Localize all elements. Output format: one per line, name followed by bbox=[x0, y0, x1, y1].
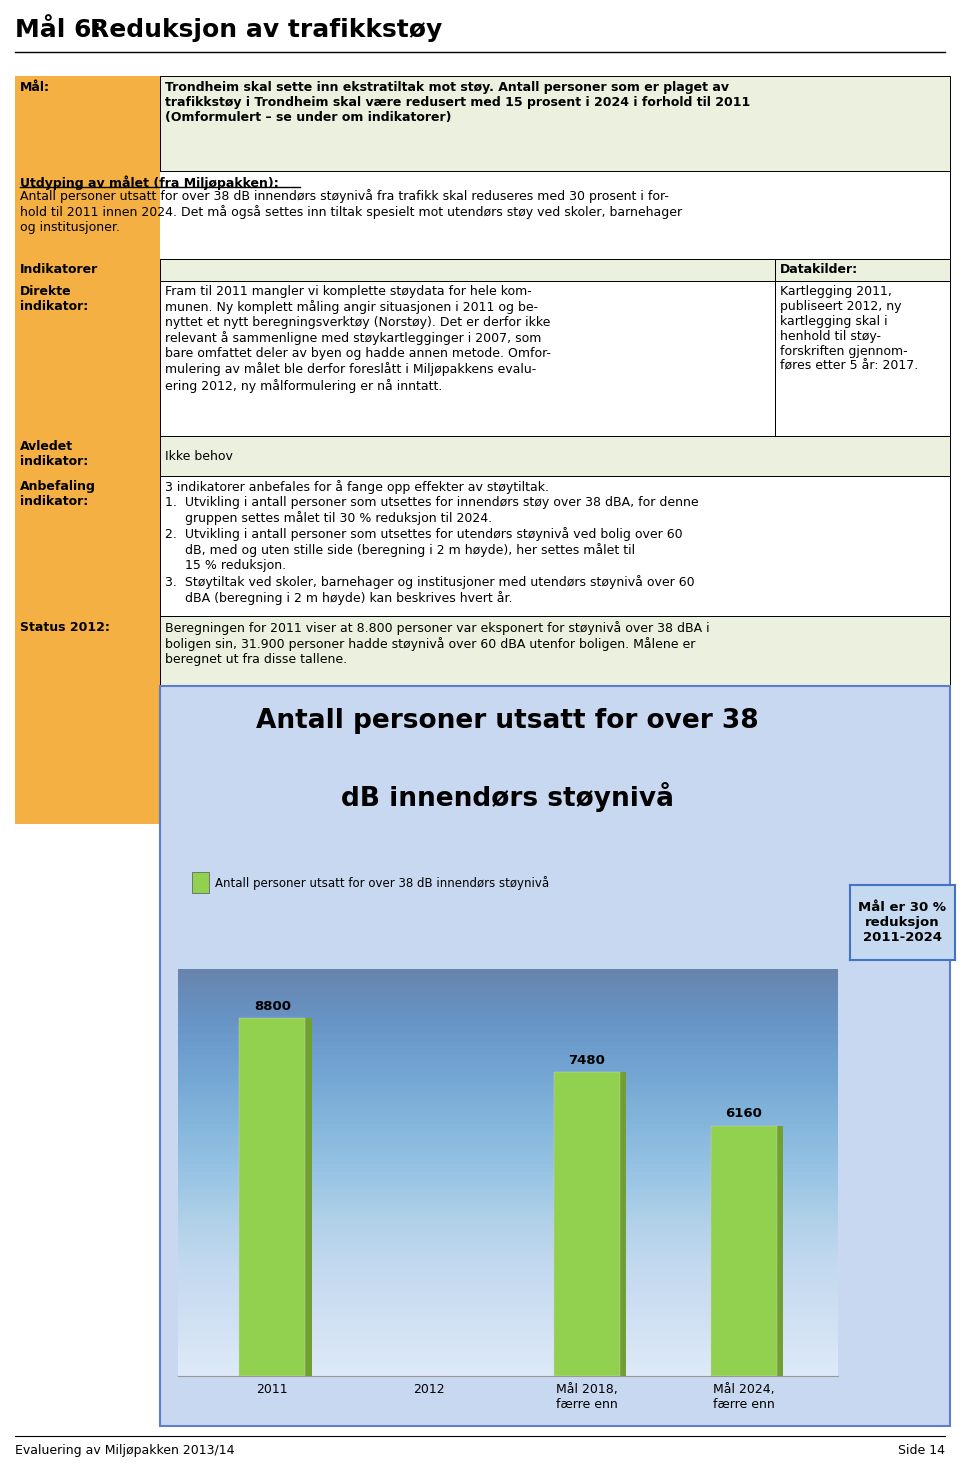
Text: Evaluering av Miljøpakken 2013/14: Evaluering av Miljøpakken 2013/14 bbox=[15, 1444, 234, 1457]
Bar bbox=[160, 260, 775, 280]
Bar bbox=[560, 1071, 626, 1376]
Bar bbox=[160, 686, 950, 1426]
Bar bbox=[15, 171, 950, 260]
Text: Antall personer utsatt for over 38: Antall personer utsatt for over 38 bbox=[256, 708, 759, 735]
Text: Status 2012:: Status 2012: bbox=[20, 620, 109, 634]
Text: Mål er 30 %
reduksjon
2011-2024: Mål er 30 % reduksjon 2011-2024 bbox=[858, 901, 947, 944]
Text: Ikke behov: Ikke behov bbox=[165, 450, 233, 463]
Text: Avledet
indikator:: Avledet indikator: bbox=[20, 439, 88, 467]
Text: 8800: 8800 bbox=[253, 1000, 291, 1014]
Text: Utdyping av målet (fra Miljøpakken):: Utdyping av målet (fra Miljøpakken): bbox=[20, 175, 278, 190]
Bar bbox=[160, 476, 950, 616]
Bar bbox=[246, 1018, 312, 1376]
Text: dB innendørs støynivå: dB innendørs støynivå bbox=[341, 782, 674, 812]
Bar bbox=[160, 436, 950, 476]
Bar bbox=[775, 260, 950, 280]
Text: Reduksjon av trafikkstøy: Reduksjon av trafikkstøy bbox=[90, 18, 443, 42]
Bar bbox=[15, 280, 160, 436]
Bar bbox=[239, 1018, 305, 1376]
Text: Anbefaling
indikator:: Anbefaling indikator: bbox=[20, 479, 96, 508]
Text: Beregningen for 2011 viser at 8.800 personer var eksponert for støynivå over 38 : Beregningen for 2011 viser at 8.800 pers… bbox=[165, 620, 709, 666]
Bar bbox=[15, 260, 160, 280]
Text: 6160: 6160 bbox=[725, 1107, 762, 1120]
Bar bbox=[710, 1126, 777, 1376]
Text: Side 14: Side 14 bbox=[898, 1444, 945, 1457]
Bar bbox=[717, 1126, 783, 1376]
Bar bbox=[15, 436, 160, 476]
Text: Fram til 2011 mangler vi komplette støydata for hele kom-
munen. Ny komplett mål: Fram til 2011 mangler vi komplette støyd… bbox=[165, 285, 551, 393]
Text: 3 indikatorer anbefales for å fange opp effekter av støytiltak.
1.  Utvikling i : 3 indikatorer anbefales for å fange opp … bbox=[165, 479, 699, 605]
Text: Mål:: Mål: bbox=[20, 82, 50, 93]
Bar bbox=[15, 476, 160, 616]
Text: Datakilder:: Datakilder: bbox=[780, 263, 858, 276]
Text: Antall personer utsatt for over 38 dB innendørs støynivå fra trafikk skal reduse: Antall personer utsatt for over 38 dB in… bbox=[20, 188, 683, 234]
Bar bbox=[554, 1071, 619, 1376]
Text: Indikatorer: Indikatorer bbox=[20, 263, 98, 276]
Text: Direkte
indikator:: Direkte indikator: bbox=[20, 285, 88, 313]
Text: Mål 6:: Mål 6: bbox=[15, 18, 102, 42]
Bar bbox=[192, 873, 209, 893]
Bar bbox=[160, 616, 950, 686]
Bar bbox=[160, 280, 775, 436]
Bar bbox=[160, 76, 950, 171]
Bar bbox=[15, 616, 160, 686]
Text: Kartlegging 2011,
publiseert 2012, ny
kartlegging skal i
henhold til støy-
forsk: Kartlegging 2011, publiseert 2012, ny ka… bbox=[780, 285, 919, 372]
Text: Trondheim skal sette inn ekstratiltak mot støy. Antall personer som er plaget av: Trondheim skal sette inn ekstratiltak mo… bbox=[165, 82, 751, 125]
Bar bbox=[775, 280, 950, 436]
Text: Antall personer utsatt for over 38 dB innendørs støynivå: Antall personer utsatt for over 38 dB in… bbox=[215, 876, 549, 890]
Bar bbox=[15, 76, 160, 824]
Text: 7480: 7480 bbox=[568, 1054, 605, 1067]
Bar bbox=[15, 76, 160, 171]
